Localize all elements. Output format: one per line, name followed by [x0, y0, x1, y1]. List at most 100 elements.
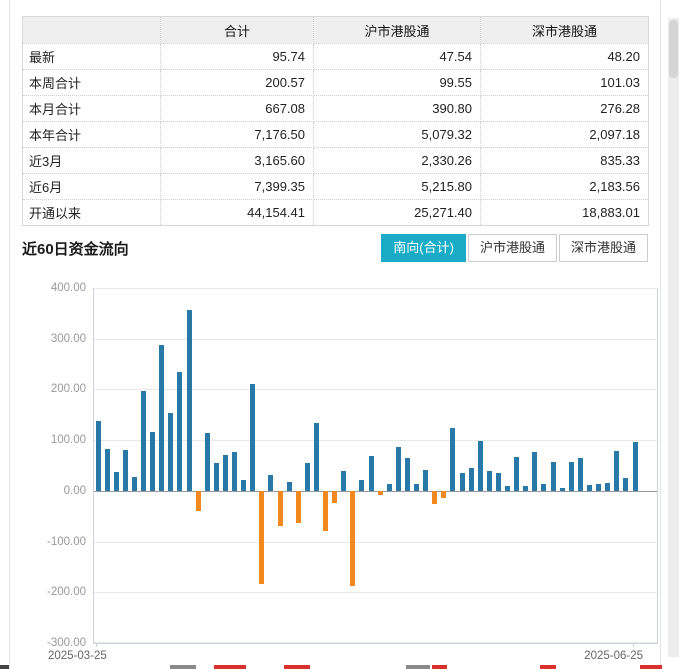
- bar: [350, 490, 356, 587]
- section-title: 近60日资金流向: [22, 241, 129, 258]
- gridline: [94, 338, 657, 340]
- right-border-line: [660, 0, 661, 669]
- clipped-ticker-text: [170, 665, 196, 669]
- bar: [213, 463, 219, 491]
- table-row: 本年合计 7,176.50 5,079.32 2,097.18: [22, 121, 649, 148]
- x-axis-tick-end: [633, 643, 634, 647]
- y-axis-label: 300.00: [50, 332, 86, 345]
- cell-value: 2,183.56: [480, 173, 649, 200]
- table-row: 开通以来 44,154.41 25,271.40 18,883.01: [22, 199, 649, 226]
- row-label: 近3月: [22, 147, 161, 174]
- bar: [532, 452, 538, 491]
- gridline: [94, 541, 657, 543]
- bar: [577, 458, 583, 491]
- clipped-ticker-text: [432, 665, 447, 669]
- bar: [95, 420, 101, 491]
- bar: [113, 471, 119, 491]
- bar: [514, 457, 520, 491]
- tab-sh-connect[interactable]: 沪市港股通: [467, 234, 557, 262]
- bar: [204, 433, 210, 491]
- bar: [505, 486, 511, 491]
- cell-value: 276.28: [480, 95, 649, 122]
- bar: [495, 472, 501, 491]
- bar: [304, 463, 310, 491]
- bar: [295, 490, 301, 523]
- y-axis-label: -300.00: [46, 637, 86, 649]
- bar: [377, 490, 383, 495]
- bar: [159, 345, 165, 491]
- bar: [486, 470, 492, 491]
- clipped-ticker-text: [0, 665, 9, 669]
- bar: [177, 372, 183, 491]
- row-label: 本周合计: [22, 69, 161, 96]
- bar: [313, 423, 319, 491]
- bar: [359, 479, 365, 491]
- cell-value: 18,883.01: [480, 199, 649, 226]
- cell-value: 5,215.80: [313, 173, 481, 200]
- bar: [268, 475, 274, 491]
- gridline: [94, 440, 657, 442]
- bar: [104, 448, 110, 491]
- cell-value: 3,165.60: [160, 147, 314, 174]
- bar: [341, 470, 347, 491]
- bar: [168, 413, 174, 491]
- bar: [541, 483, 547, 491]
- scrollbar[interactable]: [668, 18, 679, 657]
- bar: [232, 452, 238, 491]
- cell-value: 48.20: [480, 43, 649, 70]
- clipped-ticker-text: [640, 665, 662, 669]
- x-axis-label-end: 2025-06-25: [584, 650, 643, 662]
- cell-value: 390.80: [313, 95, 481, 122]
- y-axis-label: 100.00: [50, 434, 86, 447]
- bar: [250, 383, 256, 491]
- bar: [468, 468, 474, 491]
- bar: [632, 442, 638, 491]
- chart-tabs: 南向(合计) 沪市港股通 深市港股通: [381, 234, 648, 262]
- table-header-row: 合计 沪市港股通 深市港股通: [22, 16, 649, 44]
- scrollbar-thumb[interactable]: [669, 20, 678, 78]
- bar: [477, 441, 483, 491]
- bar: [141, 390, 146, 491]
- bar: [150, 431, 156, 491]
- bar: [441, 490, 447, 499]
- bar: [323, 490, 329, 532]
- table-row: 近6月 7,399.35 5,215.80 2,183.56: [22, 173, 649, 200]
- bar: [550, 462, 556, 491]
- tab-southbound-total[interactable]: 南向(合计): [381, 234, 466, 262]
- cell-value: 47.54: [313, 43, 481, 70]
- cell-value: 44,154.41: [160, 199, 314, 226]
- cell-value: 5,079.32: [313, 121, 481, 148]
- bar: [423, 470, 429, 491]
- clipped-ticker-text: [214, 665, 246, 669]
- col-header-sz-connect: 深市港股通: [480, 16, 649, 44]
- bar: [459, 472, 465, 491]
- table-row: 本周合计 200.57 99.55 101.03: [22, 69, 649, 96]
- chart-plot: [93, 288, 658, 644]
- tab-sz-connect[interactable]: 深市港股通: [558, 234, 648, 262]
- cell-value: 2,097.18: [480, 121, 649, 148]
- y-axis-label: 0.00: [63, 484, 86, 497]
- bar: [386, 484, 392, 491]
- gridline: [94, 592, 657, 594]
- bar: [395, 447, 401, 491]
- bar: [586, 484, 592, 491]
- y-axis-label: 200.00: [50, 383, 86, 396]
- bar: [368, 456, 374, 491]
- clipped-ticker-text: [284, 665, 310, 669]
- col-header-empty: [22, 16, 161, 44]
- col-header-total: 合计: [160, 16, 314, 44]
- cell-value: 25,271.40: [313, 199, 481, 226]
- gridline: [94, 389, 657, 391]
- bar: [523, 486, 529, 491]
- bar: [241, 479, 247, 491]
- y-axis-label: -100.00: [46, 535, 86, 548]
- bar: [568, 461, 574, 491]
- bar: [450, 427, 456, 491]
- bar: [222, 455, 228, 491]
- bar: [432, 490, 438, 504]
- cell-value: 835.33: [480, 147, 649, 174]
- table-row: 最新 95.74 47.54 48.20: [22, 43, 649, 70]
- cell-value: 2,330.26: [313, 147, 481, 174]
- row-label: 本年合计: [22, 121, 161, 148]
- bar: [122, 450, 128, 491]
